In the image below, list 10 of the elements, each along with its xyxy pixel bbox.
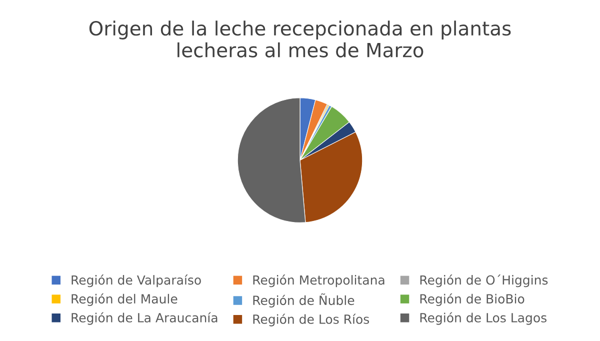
legend-label: Región del Maule	[72, 293, 178, 306]
legend-label: Región de BioBio	[420, 293, 524, 306]
legend-label: Región de Los Ríos	[253, 314, 370, 326]
legend-label: Región de Los Lagos	[420, 312, 546, 325]
legend-label: Región de Ñuble	[253, 293, 354, 308]
legend-label: Región Metropolitana	[253, 274, 384, 288]
legend-label: Región de La Araucanía	[72, 312, 218, 325]
legend-label: Región de O´Higgins	[420, 274, 548, 288]
legend-label: Región de Valparaíso	[72, 274, 201, 288]
chart-title: Origen de la leche recepcionada en plantas lecheras al mes de Marzo	[89, 20, 511, 58]
